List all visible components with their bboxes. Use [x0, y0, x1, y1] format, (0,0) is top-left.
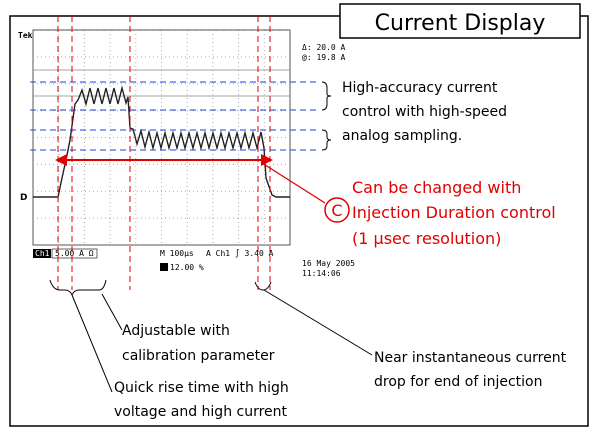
note: calibration parameter [122, 348, 275, 364]
date: 16 May 2005 [302, 259, 355, 268]
channel: Ch1 [35, 249, 50, 258]
note-red: Injection Duration control [352, 203, 556, 222]
note-red: Can be changed with [352, 178, 521, 197]
note: drop for end of injection [374, 374, 543, 390]
scale: 5.00 A Ω [55, 249, 94, 258]
note: Adjustable with [122, 323, 230, 339]
ground-marker: D [20, 193, 27, 203]
circle-letter: C [331, 201, 342, 220]
trigger-position: 12.00 % [170, 263, 204, 272]
note: Quick rise time with high [114, 380, 289, 396]
trigger: A Ch1 ∫ 3.40 A [206, 249, 274, 258]
note: High-accuracy current [342, 80, 498, 96]
cursor-at: @: 19.8 A [302, 53, 346, 62]
trigger-pos-icon [160, 263, 168, 271]
note: control with high-speed [342, 104, 507, 120]
time: 11:14:06 [302, 269, 341, 278]
diagram: Current Display Tek 停止 Δ: 20.0 A @: 19.8… [0, 0, 599, 431]
title: Current Display [375, 11, 546, 36]
timebase: M 100μs [160, 249, 194, 258]
cursor-delta: Δ: 20.0 A [302, 43, 346, 52]
note: analog sampling. [342, 128, 462, 144]
page: Current Display Tek 停止 Δ: 20.0 A @: 19.8… [0, 0, 599, 431]
note-red: (1 μsec resolution) [352, 229, 501, 248]
note: voltage and high current [114, 404, 288, 420]
note: Near instantaneous current [374, 350, 567, 366]
